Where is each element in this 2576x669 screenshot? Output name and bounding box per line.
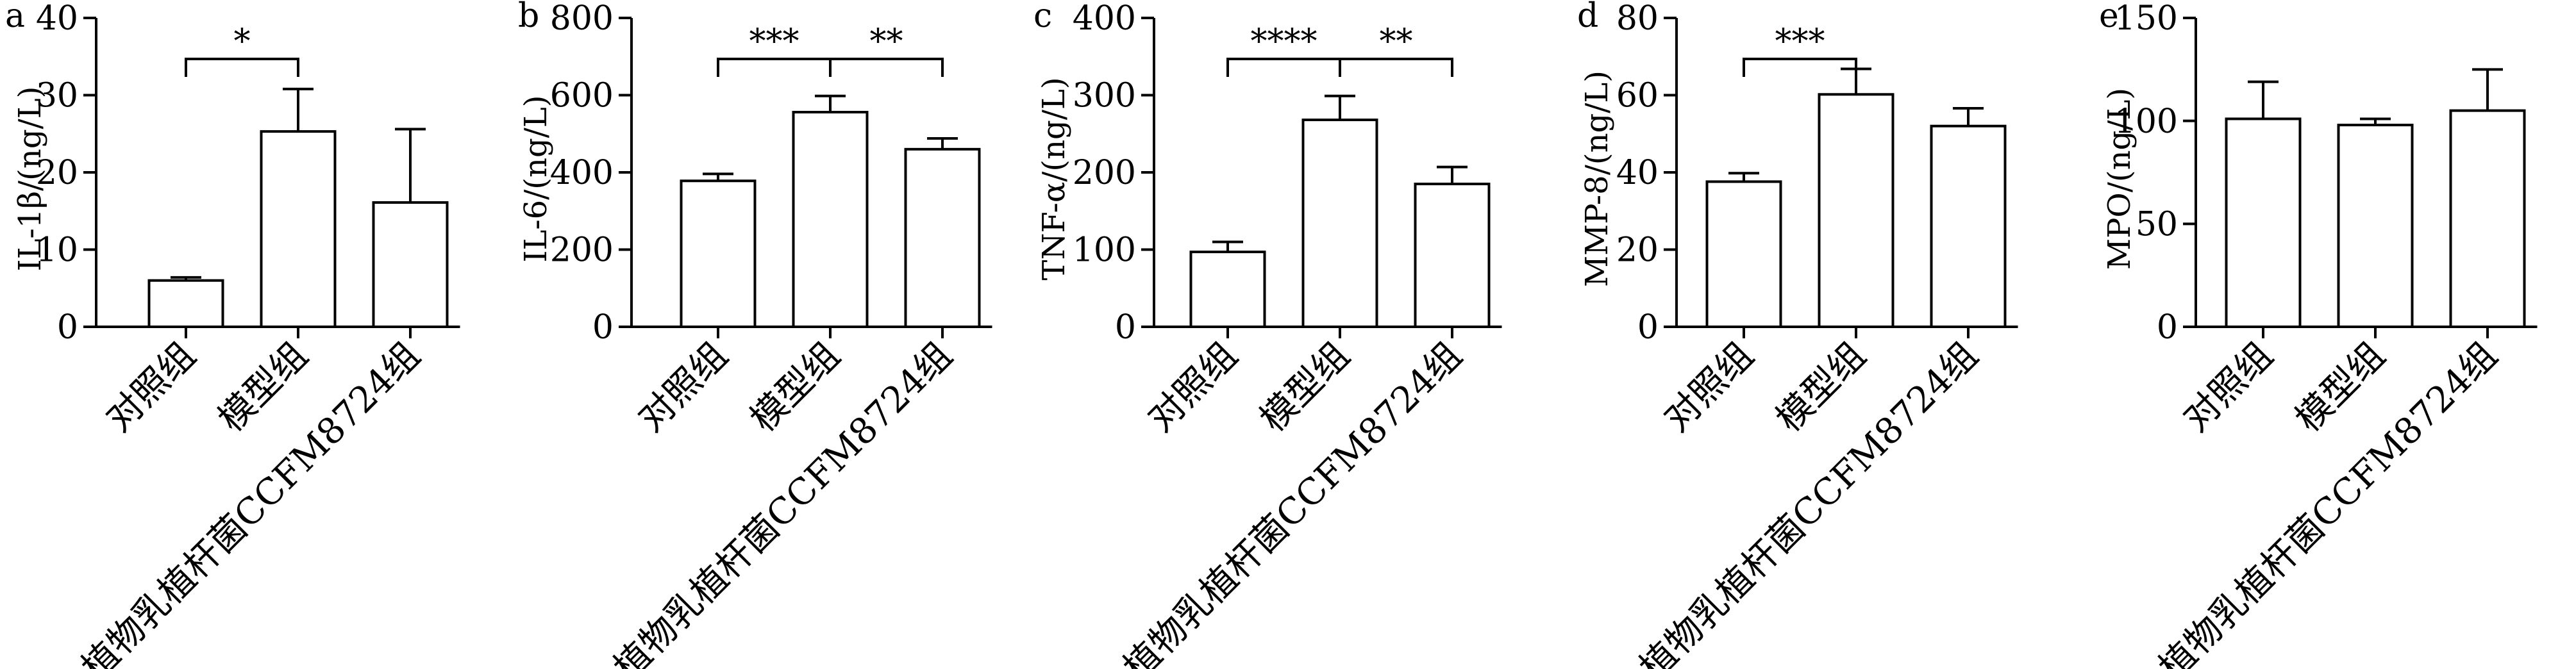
y-tick-label: 600: [550, 77, 614, 115]
y-tick-label: 200: [1073, 154, 1136, 192]
y-tick-label: 30: [36, 77, 78, 115]
y-tick-label: 300: [1073, 77, 1136, 115]
significance-label: ****: [1251, 22, 1317, 61]
significance-label: **: [1380, 22, 1413, 61]
significance-bracket: [185, 58, 299, 77]
significance-bracket: [717, 58, 832, 77]
panel-letter: a: [5, 0, 25, 35]
y-tick-label: 20: [1616, 231, 1659, 270]
bar: [1414, 183, 1491, 329]
bar: [1705, 180, 1782, 328]
y-axis-label: MPO/(ng/L): [2102, 88, 2137, 270]
significance-bracket: [1339, 58, 1453, 77]
bar: [1301, 119, 1378, 328]
x-category-label: 对照组: [1656, 334, 1762, 440]
significance-label: **: [870, 22, 903, 61]
significance-label: *: [234, 22, 251, 61]
x-category-label: 模型组: [742, 334, 848, 440]
x-category-label: 对照组: [630, 334, 736, 440]
x-category-label: 对照组: [2175, 334, 2281, 440]
y-tick-label: 0: [57, 308, 78, 347]
panel-letter: e: [2099, 0, 2119, 35]
x-category-label: 对照组: [98, 334, 204, 440]
y-tick-label: 200: [550, 231, 614, 270]
y-axis-label: MMP-8/(ng/L): [1579, 70, 1615, 287]
y-axis-label: TNF-α/(ng/L): [1036, 77, 1072, 280]
y-tick-label: 400: [1073, 0, 1136, 38]
bar: [792, 111, 869, 328]
x-category-label: 模型组: [210, 334, 316, 440]
bar: [680, 179, 757, 328]
bar: [1930, 124, 2007, 328]
y-axis-label: IL-6/(ng/L): [518, 95, 554, 263]
y-tick-label: 800: [550, 0, 614, 38]
y-axis-label: IL-1β/(ng/L): [12, 87, 48, 272]
panel-letter: b: [518, 0, 539, 35]
bar: [904, 147, 981, 328]
significance-label: ***: [1775, 22, 1825, 61]
y-tick-label: 400: [550, 154, 614, 192]
y-tick-label: 10: [36, 231, 78, 270]
y-tick-label: 50: [2136, 206, 2178, 244]
y-tick-label: 60: [1616, 77, 1659, 115]
bar: [372, 201, 449, 328]
bar: [147, 279, 224, 329]
bar: [2225, 117, 2302, 328]
y-tick-label: 0: [2157, 308, 2178, 347]
y-tick-label: 20: [36, 154, 78, 192]
y-tick-label: 80: [1616, 0, 1659, 38]
y-tick-label: 0: [592, 308, 614, 347]
y-tick-label: 0: [1637, 308, 1659, 347]
bar: [1818, 93, 1894, 328]
x-category-label: 模型组: [2287, 334, 2393, 440]
panel-letter: d: [1577, 0, 1598, 35]
x-category-label: 对照组: [1140, 334, 1246, 440]
y-tick-label: 40: [36, 0, 78, 38]
y-tick-label: 0: [1115, 308, 1136, 347]
y-tick-label: 100: [2114, 103, 2178, 141]
y-tick-label: 40: [1616, 154, 1659, 192]
significance-bracket: [1226, 58, 1341, 77]
y-tick-label: 150: [2114, 0, 2178, 38]
bar: [2337, 124, 2414, 329]
panel-letter: c: [1033, 0, 1052, 35]
significance-bracket: [829, 58, 944, 77]
y-tick-label: 100: [1073, 231, 1136, 270]
bar: [260, 130, 337, 328]
significance-label: ***: [749, 22, 799, 61]
x-category-label: 模型组: [1768, 334, 1874, 440]
bar: [1189, 251, 1266, 328]
bar: [2449, 109, 2526, 328]
significance-bracket: [1743, 58, 1857, 77]
x-category-label: 模型组: [1252, 334, 1358, 440]
